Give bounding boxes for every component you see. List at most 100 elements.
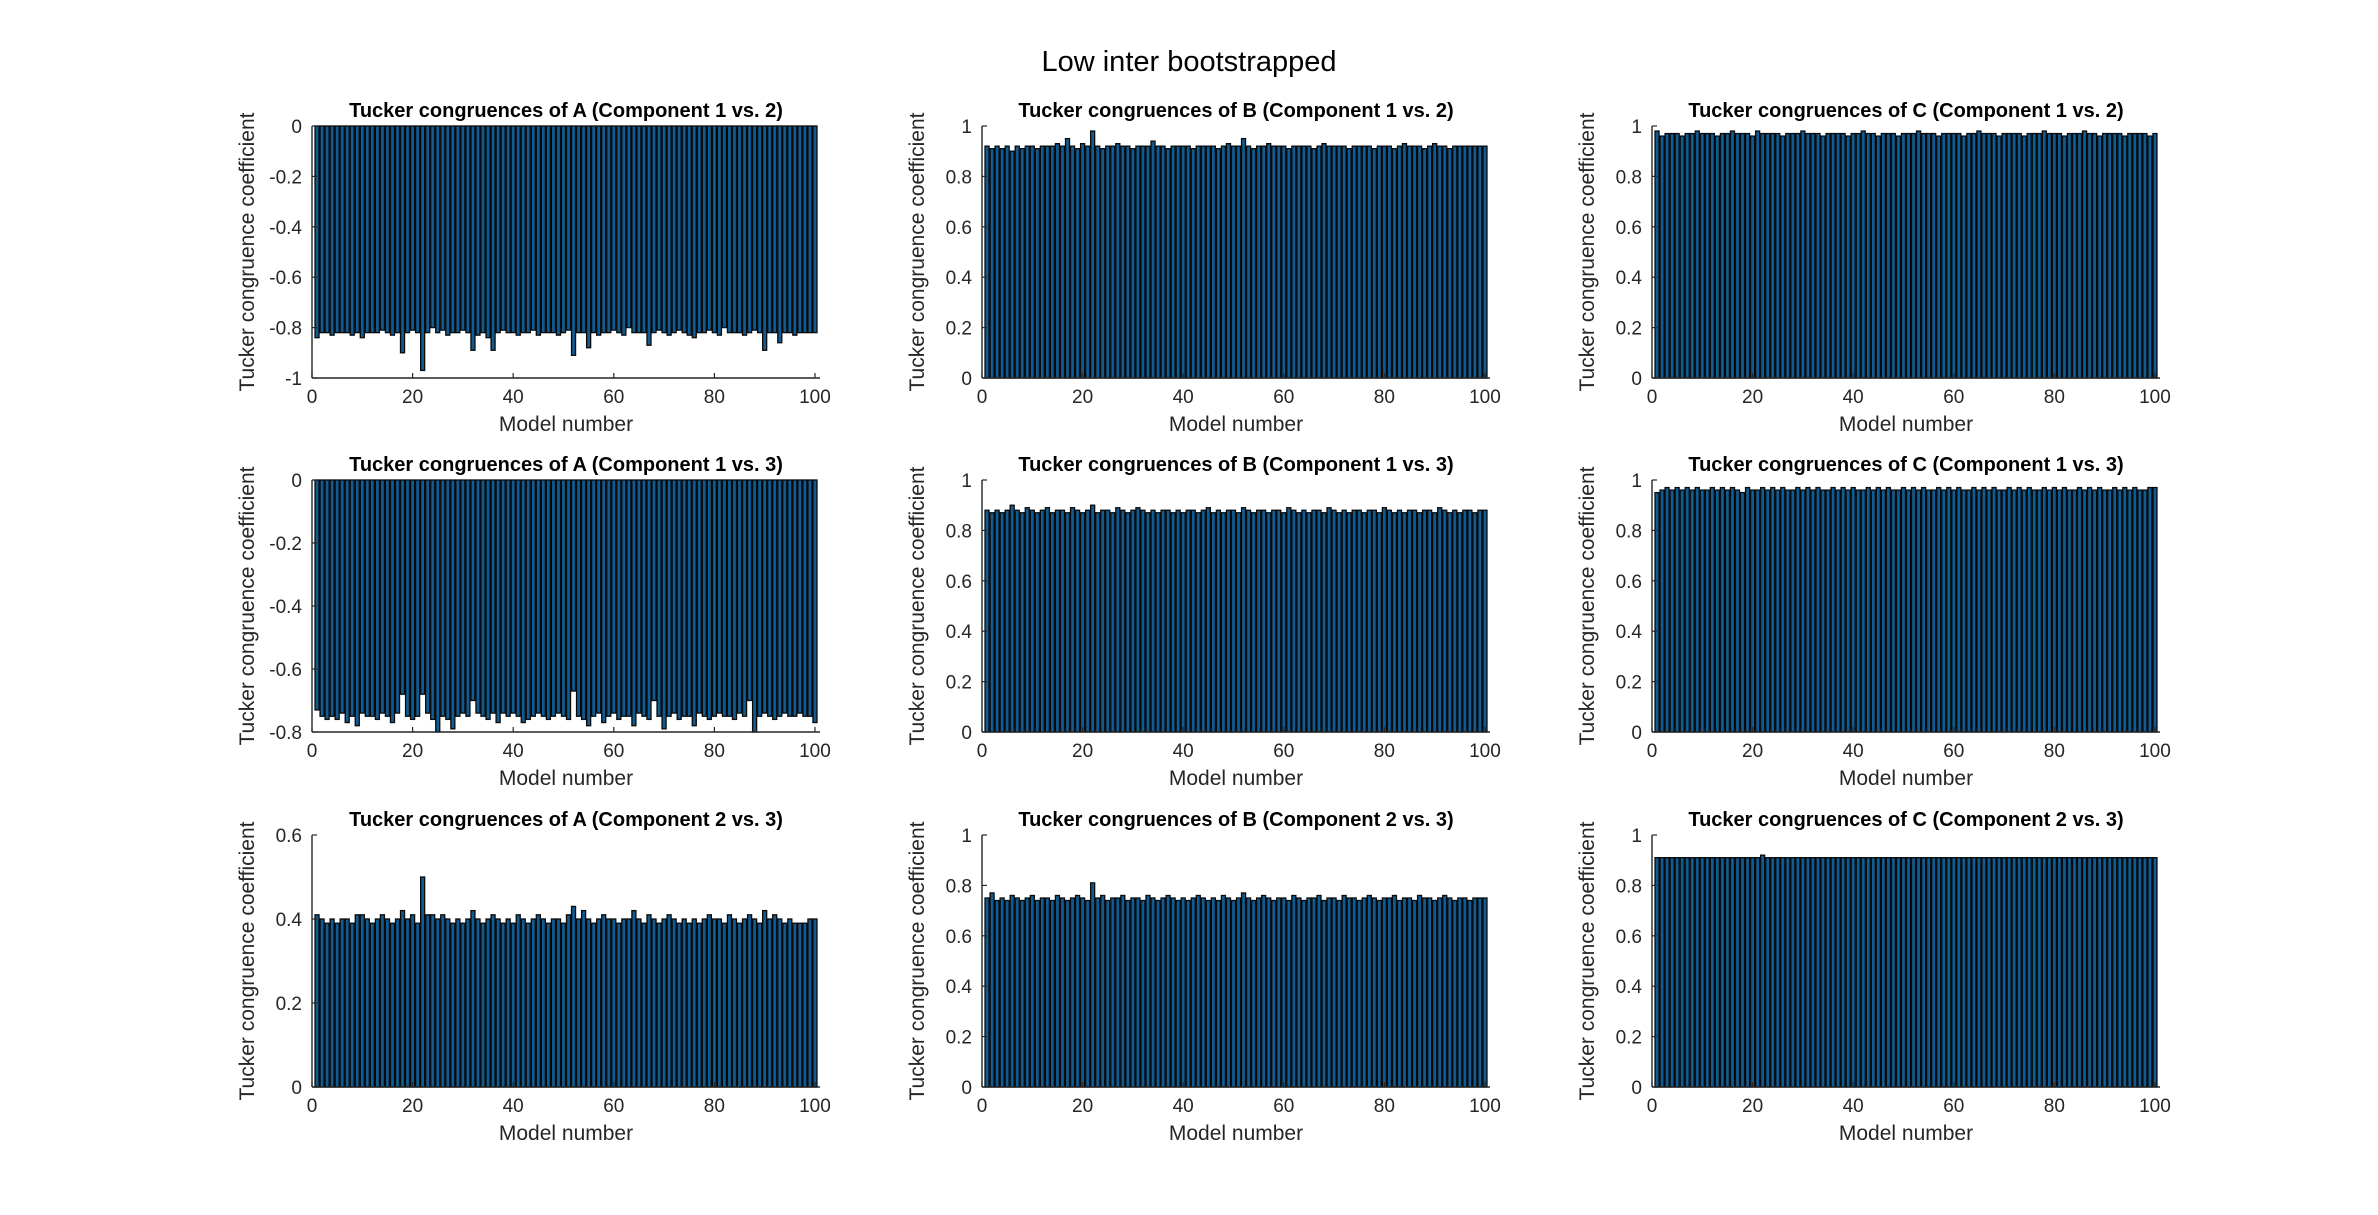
bar bbox=[1054, 142, 1061, 379]
bar bbox=[746, 914, 753, 1088]
bar bbox=[1971, 486, 1977, 733]
x-tick-label: 40 bbox=[1173, 387, 1194, 408]
bar bbox=[419, 125, 426, 372]
bar bbox=[349, 479, 355, 717]
bar bbox=[550, 918, 557, 1088]
bar bbox=[797, 479, 803, 714]
bar bbox=[1860, 130, 1866, 379]
bar bbox=[999, 512, 1005, 733]
bar bbox=[450, 479, 456, 730]
bar bbox=[1084, 145, 1091, 379]
bar bbox=[339, 125, 345, 334]
bar bbox=[1009, 894, 1015, 1088]
bar bbox=[2086, 857, 2093, 1088]
bar bbox=[1200, 509, 1206, 733]
bar bbox=[646, 914, 652, 1088]
x-tick-label: 100 bbox=[1469, 387, 1501, 408]
x-tick-label: 20 bbox=[1072, 387, 1093, 408]
subplot-2: 0 20 40 60 80 100 0 0.2 0.4 0.6 0.8 1 Tucker congrue… bbox=[906, 100, 1501, 436]
bar bbox=[651, 125, 657, 334]
bar bbox=[384, 918, 391, 1088]
bar bbox=[334, 125, 340, 334]
bar bbox=[1009, 150, 1015, 379]
bar bbox=[1810, 489, 1816, 733]
bar bbox=[450, 125, 456, 334]
bar bbox=[2001, 857, 2007, 1088]
bar bbox=[1654, 857, 1660, 1088]
bar bbox=[1920, 486, 1927, 733]
bar bbox=[520, 918, 526, 1088]
y-tick-label: 0.2 bbox=[946, 1028, 972, 1049]
bar bbox=[2001, 132, 2007, 379]
y-axis-label: Tucker congruence coefficient bbox=[236, 112, 259, 391]
bar bbox=[661, 918, 667, 1088]
bar bbox=[1910, 486, 1917, 733]
bar bbox=[1346, 897, 1352, 1088]
bar bbox=[1835, 132, 1841, 379]
y-tick-label: 0.6 bbox=[1616, 218, 1642, 239]
bar bbox=[1220, 894, 1227, 1088]
bar bbox=[1426, 145, 1433, 379]
bar bbox=[565, 914, 572, 1088]
bar bbox=[1699, 857, 1705, 1088]
bar bbox=[1951, 132, 1957, 379]
bar bbox=[435, 918, 441, 1088]
bar bbox=[1820, 135, 1826, 379]
bar bbox=[515, 125, 521, 336]
bar bbox=[787, 125, 793, 334]
bar bbox=[1875, 486, 1881, 733]
bar bbox=[2066, 132, 2073, 379]
bar bbox=[671, 918, 677, 1088]
bar bbox=[2076, 486, 2083, 733]
bar bbox=[1115, 507, 1121, 733]
bar bbox=[1724, 857, 1731, 1088]
bar bbox=[2102, 489, 2108, 733]
bar bbox=[676, 479, 682, 721]
x-tick-label: 60 bbox=[1273, 387, 1294, 408]
bar bbox=[354, 479, 360, 727]
bar bbox=[1467, 509, 1473, 733]
bar bbox=[726, 914, 733, 1088]
bar bbox=[1910, 857, 1917, 1088]
bar bbox=[1351, 509, 1357, 733]
bar bbox=[706, 914, 713, 1088]
x-axis-label: Model number bbox=[1839, 413, 1973, 436]
bar bbox=[2016, 486, 2022, 733]
bar bbox=[1482, 145, 1488, 379]
bar bbox=[1996, 857, 2002, 1088]
bar bbox=[1286, 899, 1292, 1088]
y-tick-label: 1 bbox=[1631, 117, 1642, 138]
bar bbox=[1130, 897, 1136, 1088]
bar bbox=[1105, 509, 1111, 733]
bar bbox=[1729, 130, 1736, 379]
bar bbox=[2026, 486, 2032, 733]
bar bbox=[1765, 857, 1771, 1088]
bar bbox=[1110, 145, 1116, 379]
bar bbox=[621, 918, 627, 1088]
bar bbox=[1709, 486, 1716, 733]
bar bbox=[2107, 132, 2113, 379]
bar bbox=[1326, 145, 1332, 379]
bar bbox=[751, 479, 758, 733]
bar bbox=[2142, 857, 2148, 1088]
bar bbox=[2127, 132, 2133, 379]
bar bbox=[772, 479, 778, 721]
y-tick-label: 0.4 bbox=[946, 268, 973, 289]
bar bbox=[1165, 509, 1171, 733]
bar bbox=[802, 922, 808, 1088]
bar bbox=[1936, 135, 1942, 379]
bar bbox=[1130, 509, 1136, 733]
bar bbox=[1805, 857, 1811, 1088]
bar bbox=[1155, 899, 1161, 1088]
bar bbox=[1074, 509, 1081, 733]
bar bbox=[1366, 145, 1372, 379]
bar bbox=[369, 479, 376, 717]
bar bbox=[1991, 857, 1997, 1088]
bar bbox=[1815, 486, 1821, 733]
bar bbox=[1059, 145, 1066, 379]
bar bbox=[606, 479, 612, 717]
bar bbox=[510, 479, 516, 714]
bar bbox=[404, 479, 411, 717]
bar bbox=[1991, 486, 1997, 733]
bar bbox=[616, 125, 622, 334]
